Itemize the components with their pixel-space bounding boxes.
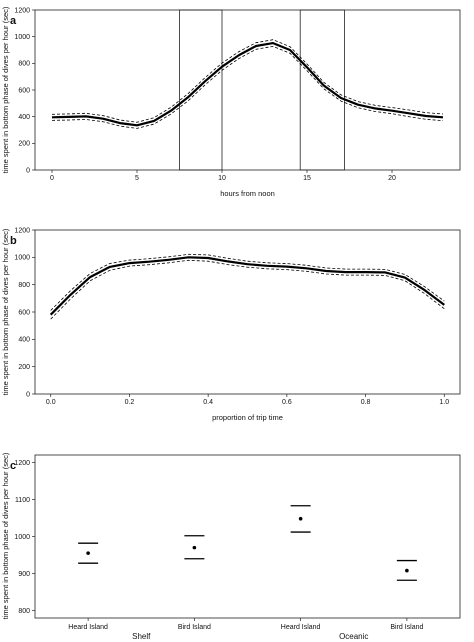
mean-point — [298, 516, 303, 521]
lower-confidence-curve — [51, 46, 444, 129]
y-tick-label: 1200 — [14, 7, 30, 14]
y-tick-label: 1000 — [14, 255, 30, 262]
x-axis-title: proportion of trip time — [212, 413, 283, 422]
y-tick-label: 1200 — [14, 227, 30, 234]
plot-frame — [34, 9, 461, 171]
x-tick-label: 1.0 — [439, 399, 449, 406]
x-tick-label: 5 — [135, 175, 139, 182]
panel-b: b 0 200 400 600 800 1000 1200 0.0 0.2 0.4 0.6 0.8 1.0… — [1, 227, 461, 422]
y-tick-label: 400 — [18, 114, 30, 121]
highlight-box — [179, 9, 223, 171]
x-tick-label: 0.6 — [282, 399, 292, 406]
upper-confidence-curve — [50, 253, 445, 311]
y-tick-label: 1000 — [14, 534, 30, 541]
x-tick-label: 15 — [303, 175, 311, 182]
x-tick-label: 0.0 — [46, 399, 56, 406]
lower-confidence-curve — [50, 259, 445, 320]
panel-a: a 0 200 400 600 800 1000 1200 0 5 10 15 20 hours from… — [1, 6, 461, 198]
category-label: Heard Island — [281, 624, 321, 631]
plot-frame — [34, 229, 461, 395]
y-tick-label: 1000 — [14, 34, 30, 41]
x-tick-label: 20 — [388, 175, 396, 182]
y-axis-title: time spent in bottom phase of dives per … — [1, 228, 10, 395]
category-label: Bird Island — [178, 624, 211, 631]
mean-point — [405, 568, 409, 573]
group-label: Shelf — [132, 632, 151, 641]
plot-frame — [34, 454, 461, 619]
y-tick-label: 200 — [18, 364, 30, 371]
fitted-curve — [49, 256, 445, 316]
y-tick-label: 1200 — [14, 460, 30, 467]
fitted-curve — [51, 41, 444, 127]
y-tick-label: 800 — [18, 61, 30, 68]
panel-letter: c — [10, 460, 16, 472]
y-tick-label: 0 — [26, 391, 30, 398]
panel-letter: b — [10, 235, 17, 247]
y-tick-label: 400 — [18, 337, 30, 344]
y-axis-title: time spent in bottom phase of dives per … — [1, 452, 10, 619]
upper-confidence-curve — [51, 39, 444, 123]
y-axis-title: time spent in bottom phase of dives per … — [1, 6, 10, 173]
group-label: Oceanic — [339, 632, 368, 641]
category-label: Heard Island — [68, 624, 108, 631]
y-tick-label: 800 — [18, 282, 30, 289]
y-tick-label: 200 — [18, 141, 30, 148]
y-tick-label: 600 — [18, 87, 30, 94]
mean-point — [192, 545, 197, 550]
x-tick-label: 0.2 — [125, 399, 135, 406]
panel-letter: a — [10, 15, 17, 27]
mean-point — [86, 551, 90, 555]
x-tick-label: 0 — [50, 175, 54, 182]
highlight-box — [299, 9, 345, 171]
y-tick-label: 900 — [18, 571, 30, 578]
x-tick-label: 10 — [218, 175, 226, 182]
x-axis-title: hours from noon — [220, 189, 275, 198]
category-label: Bird Island — [390, 624, 423, 631]
x-tick-label: 0.8 — [361, 399, 371, 406]
y-tick-label: 0 — [26, 167, 30, 174]
x-tick-label: 0.4 — [203, 399, 213, 406]
y-tick-label: 800 — [18, 608, 30, 615]
y-tick-label: 1100 — [15, 497, 30, 504]
y-tick-label: 600 — [18, 309, 30, 316]
